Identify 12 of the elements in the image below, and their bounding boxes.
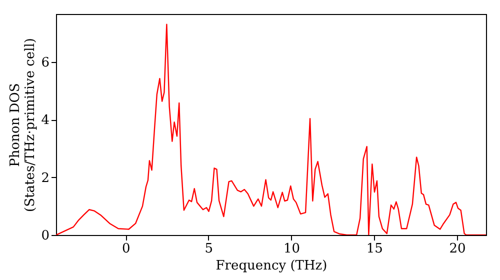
y-tick-label: 2 (41, 170, 50, 186)
y-axis-title: Phonon DOS (States/THz·primitive cell) (8, 38, 38, 212)
x-tick-label: 20 (449, 242, 466, 256)
x-axis-title: Frequency (THz) (216, 258, 328, 274)
y-tick-label: 6 (41, 56, 50, 71)
y-tick-label: 4 (41, 113, 50, 128)
x-tick-label: 5 (204, 242, 214, 256)
x-tick-label: 15 (366, 242, 383, 256)
x-tick-label: 0 (122, 242, 130, 256)
x-tick-label: 10 (284, 242, 300, 256)
line-series (56, 24, 486, 235)
y-tick-label: 0 (41, 228, 50, 244)
